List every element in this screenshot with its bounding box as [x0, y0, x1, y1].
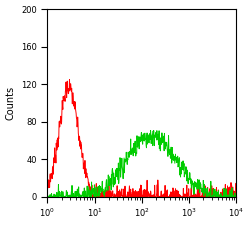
Y-axis label: Counts: Counts: [6, 86, 16, 120]
